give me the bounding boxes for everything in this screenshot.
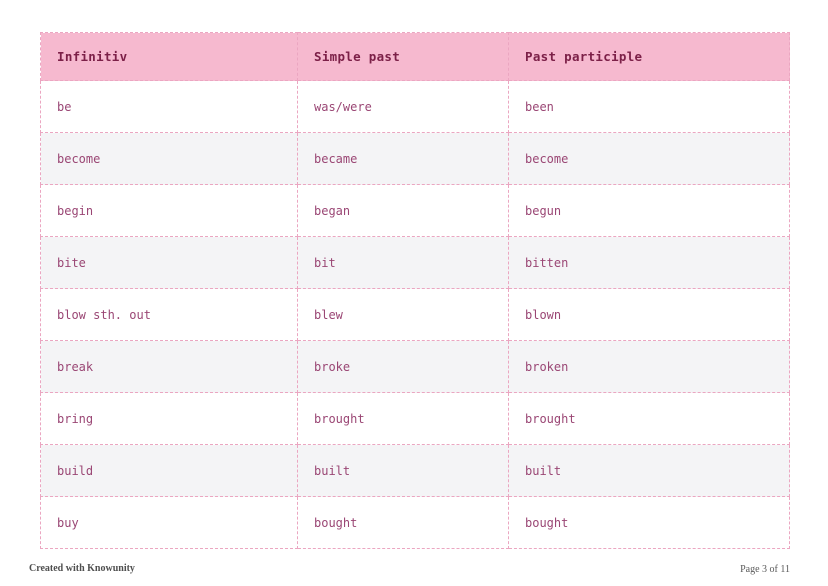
table-cell: bite (40, 236, 298, 289)
irregular-verbs-table: Infinitiv Simple past Past participle be… (40, 32, 790, 549)
table-cell: bitten (508, 236, 790, 289)
table-cell: bring (40, 392, 298, 445)
table-cell: broke (297, 340, 509, 393)
table-cell: been (508, 80, 790, 133)
table-row: blow sth. out blew blown (40, 288, 790, 341)
table-cell: built (297, 444, 509, 497)
table-cell: bought (297, 496, 509, 549)
table-row: become became become (40, 132, 790, 185)
table-row: break broke broken (40, 340, 790, 393)
table-row: bring brought brought (40, 392, 790, 445)
header-past-participle: Past participle (508, 32, 790, 81)
table-cell: brought (297, 392, 509, 445)
table-cell: begin (40, 184, 298, 237)
table-row: begin began begun (40, 184, 790, 237)
table-cell: was/were (297, 80, 509, 133)
table-row: bite bit bitten (40, 236, 790, 289)
table-cell: built (508, 444, 790, 497)
header-infinitiv: Infinitiv (40, 32, 298, 81)
table-row: build built built (40, 444, 790, 497)
header-simple-past: Simple past (297, 32, 509, 81)
created-with-attribution: Created with Knowunity (29, 563, 135, 574)
table-cell: be (40, 80, 298, 133)
table-cell: began (297, 184, 509, 237)
table-cell: bought (508, 496, 790, 549)
table-cell: bit (297, 236, 509, 289)
table-row: buy bought bought (40, 496, 790, 549)
table-cell: become (508, 132, 790, 185)
table-row: be was/were been (40, 80, 790, 133)
table-header-row: Infinitiv Simple past Past participle (40, 32, 790, 81)
table-cell: buy (40, 496, 298, 549)
page-number-indicator: Page 3 of 11 (740, 564, 790, 575)
table-cell: brought (508, 392, 790, 445)
table-cell: became (297, 132, 509, 185)
table-cell: broken (508, 340, 790, 393)
table-cell: break (40, 340, 298, 393)
table-cell: begun (508, 184, 790, 237)
table-cell: blow sth. out (40, 288, 298, 341)
table-cell: become (40, 132, 298, 185)
table-cell: blown (508, 288, 790, 341)
table-cell: blew (297, 288, 509, 341)
table-cell: build (40, 444, 298, 497)
